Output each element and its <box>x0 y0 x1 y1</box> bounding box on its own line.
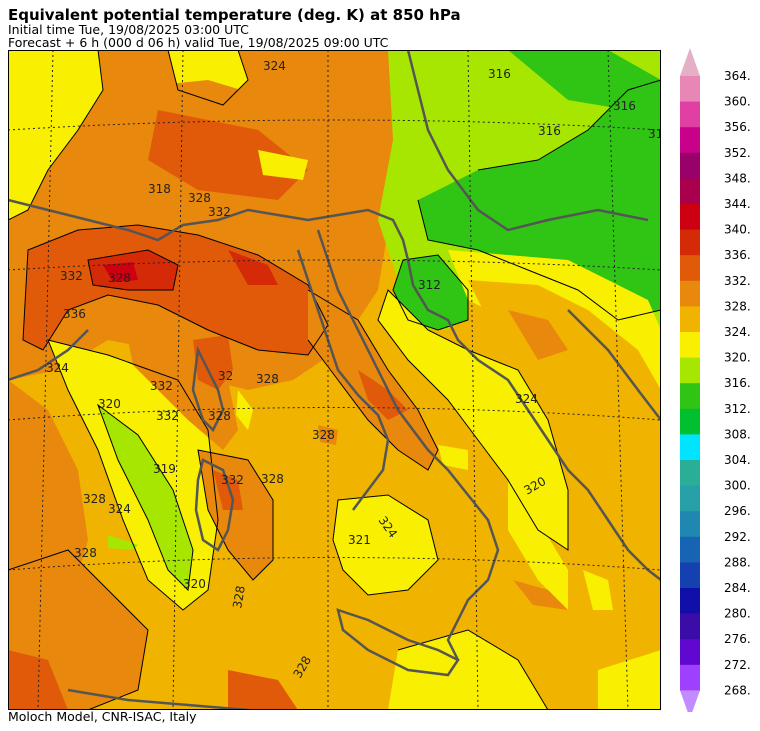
map-frame <box>8 50 661 710</box>
graticule <box>8 50 661 710</box>
contour-label: 332 <box>221 473 244 487</box>
color-scale-label: 328. <box>724 299 751 313</box>
contour-label: 320 <box>98 397 121 411</box>
color-scale-label: 364. <box>724 69 751 83</box>
color-scale-label: 308. <box>724 427 751 441</box>
contour-label: 316 <box>488 67 511 81</box>
color-scale-label: 300. <box>724 479 751 493</box>
contour-label: 336 <box>63 307 86 321</box>
color-scale-label: 272. <box>724 658 751 672</box>
color-scale-swatch <box>680 511 700 538</box>
theta-e-map: 3243163163163163183283323123323283363232… <box>8 50 661 710</box>
color-scale-swatch <box>680 639 700 666</box>
contour-label: 332 <box>156 409 179 423</box>
contour-labels: 3243163163163163183283323123323283363232… <box>46 59 661 681</box>
contour-label: 328 <box>256 372 279 386</box>
color-scale-swatch <box>680 332 700 358</box>
contour-label: 332 <box>60 269 83 283</box>
contour-label: 332 <box>150 379 173 393</box>
color-scale-swatches <box>680 48 700 712</box>
color-scale-swatch <box>680 383 700 410</box>
contour-label: 328 <box>188 191 211 205</box>
color-scale-swatch <box>680 101 700 128</box>
color-scale-swatch <box>680 229 700 256</box>
color-scale-swatch <box>680 562 700 589</box>
map-title: Equivalent potential temperature (deg. K… <box>8 6 461 24</box>
color-scale-label: 340. <box>724 223 751 237</box>
contour-label: 328 <box>108 271 131 285</box>
color-scale-swatch <box>680 485 700 512</box>
contour-label: 324 <box>46 361 69 375</box>
color-scale-swatch <box>680 460 700 486</box>
color-scale-label: 288. <box>724 555 751 569</box>
color-scale-label: 360. <box>724 95 751 109</box>
color-scale-swatch <box>680 152 700 179</box>
contour-label: 328 <box>261 472 284 486</box>
color-scale-label: 284. <box>724 581 751 595</box>
initial-time-label: Initial time Tue, 19/08/2025 03:00 UTC <box>8 22 249 37</box>
color-scale-arrow-top <box>680 48 700 76</box>
color-scale-label: 280. <box>724 607 751 621</box>
color-scale-label: 352. <box>724 146 751 160</box>
map-fill-layer <box>8 50 661 710</box>
color-scale-label: 344. <box>724 197 751 211</box>
contour-label: 312 <box>418 278 441 292</box>
model-credit: Moloch Model, CNR-ISAC, Italy <box>8 709 197 724</box>
contour-label: 320 <box>183 577 206 591</box>
color-scale-label: 276. <box>724 632 751 646</box>
color-scale-swatch <box>680 357 700 384</box>
coastlines-borders <box>8 50 661 710</box>
color-scale-swatch <box>680 127 700 154</box>
color-scale-swatch <box>680 408 700 435</box>
color-scale-swatch <box>680 613 700 640</box>
contour-label: 316 <box>538 124 561 138</box>
color-scale-swatch <box>680 204 700 230</box>
contour-label: 319 <box>153 462 176 476</box>
color-scale-swatch <box>680 255 700 282</box>
color-scale-swatch <box>680 306 700 333</box>
color-scale-swatch <box>680 664 700 691</box>
color-scale-label: 356. <box>724 120 751 134</box>
contour-label: 328 <box>230 585 248 610</box>
color-scale-swatch <box>680 76 700 102</box>
contour-label: 324 <box>515 392 538 406</box>
color-scale-swatch <box>680 434 700 461</box>
color-scale-label: 348. <box>724 171 751 185</box>
color-scale-label: 336. <box>724 248 751 262</box>
contour-label: 316 <box>648 127 661 141</box>
color-scale-swatch <box>680 536 700 563</box>
contour-lines <box>8 50 661 710</box>
color-scale-label: 268. <box>724 683 751 697</box>
color-scale-label: 304. <box>724 453 751 467</box>
contour-label: 328 <box>83 492 106 506</box>
contour-label: 324 <box>263 59 286 73</box>
contour-label: 324 <box>108 502 131 516</box>
contour-label: 332 <box>208 205 231 219</box>
color-scale-label: 316. <box>724 376 751 390</box>
color-scale-label: 312. <box>724 402 751 416</box>
color-scale-arrow-bottom <box>680 690 700 712</box>
contour-label: 328 <box>312 428 335 442</box>
color-scale-label: 320. <box>724 351 751 365</box>
color-scale-label: 296. <box>724 504 751 518</box>
color-scale-label: 292. <box>724 530 751 544</box>
color-scale-label: 324. <box>724 325 751 339</box>
forecast-valid-label: Forecast + 6 h (000 d 06 h) valid Tue, 1… <box>8 35 389 50</box>
color-scale-label: 332. <box>724 274 751 288</box>
contour-label: 321 <box>348 533 371 547</box>
color-scale-swatch <box>680 280 700 307</box>
color-scale-swatch <box>680 588 700 614</box>
contour-label: 318 <box>148 182 171 196</box>
color-scale-swatch <box>680 178 700 205</box>
color-scale-labels: 364. 360. 356. 352. 348. 344. 340. 336. 332. 328.… <box>724 69 751 697</box>
contour-label: 328 <box>74 546 97 560</box>
contour-label: 328 <box>208 409 231 423</box>
contour-label: 32 <box>218 369 233 383</box>
color-scale: 364. 360. 356. 352. 348. 344. 340. 336. 332. 328.… <box>680 48 751 712</box>
contour-label: 316 <box>613 99 636 113</box>
